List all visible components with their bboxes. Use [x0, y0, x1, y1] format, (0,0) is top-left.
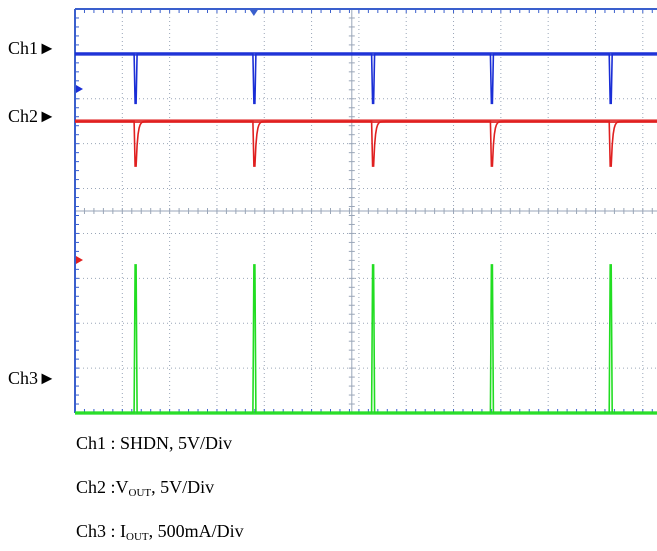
ch3-label: Ch3► [8, 368, 56, 388]
ch2-trace [75, 120, 657, 167]
oscilloscope-plot [74, 8, 657, 415]
trigger-markers [76, 10, 258, 264]
ch3-caption: Ch3 : IOUT, 500mA/Div [76, 521, 244, 543]
ch3-trace [75, 264, 657, 414]
scope-grid [74, 8, 657, 414]
scope-traces [75, 52, 657, 415]
ch1-trace [75, 53, 657, 105]
ch1-caption: Ch1 : SHDN, 5V/Div [76, 433, 233, 453]
ch1-label: Ch1► [8, 38, 56, 58]
ch2-caption: Ch2 :VOUT, 5V/Div [76, 477, 215, 499]
ch1-trigger-marker [76, 85, 83, 93]
ch2-trigger-marker [76, 256, 83, 264]
time-trigger-marker [249, 10, 258, 16]
ch2-label: Ch2► [8, 106, 56, 126]
